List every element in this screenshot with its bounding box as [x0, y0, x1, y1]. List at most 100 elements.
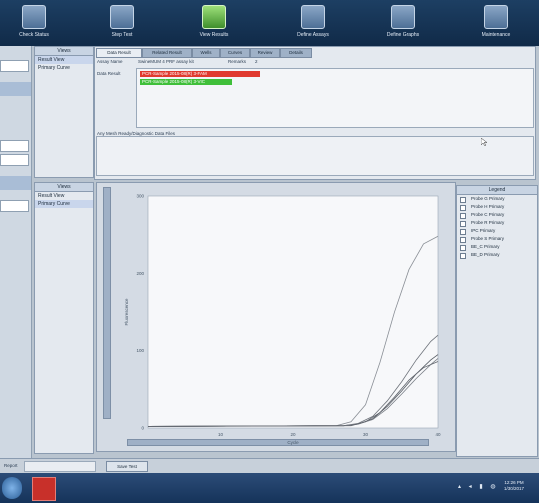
toolbar-define-graphs-button[interactable]: Define Graphs [373, 3, 433, 43]
report-label: Report [4, 463, 18, 468]
legend-item[interactable]: BE_C Primary [457, 243, 537, 251]
checkbox[interactable] [460, 221, 466, 227]
legend-header: Legend [457, 186, 537, 195]
mouse-cursor-icon [480, 137, 488, 147]
list-item[interactable]: Primary Curve [35, 200, 93, 208]
results-icon [202, 5, 226, 29]
horizontal-scrollbar[interactable] [127, 439, 429, 446]
start-button[interactable] [2, 477, 22, 499]
x-axis-label: Cycle [287, 440, 299, 445]
toolbar-label: Check Status [19, 32, 49, 38]
series-line-3 [147, 358, 439, 427]
side-tab[interactable] [0, 82, 31, 96]
clock-time: 12:26 PM [504, 480, 524, 485]
y-tick-label: 100 [136, 348, 144, 353]
legend-label: IPC Primary [471, 228, 496, 233]
side-field[interactable] [0, 200, 29, 212]
graph-icon [391, 5, 415, 29]
toolbar-label: Maintenance [481, 32, 511, 38]
well-row-vic[interactable]: PCR-Sample 2015-08(R) 3-VIC [140, 79, 232, 85]
toolbar-label: Define Assays [297, 32, 329, 38]
assay-icon [301, 5, 325, 29]
assay-name-label: Assay Name [97, 59, 123, 64]
legend-panel: Legend Probe G Primary Probe H Primary P… [456, 185, 538, 457]
lower-view-list: Views Result View Primary Curve [34, 182, 94, 454]
checkbox[interactable] [460, 245, 466, 251]
checkbox[interactable] [460, 229, 466, 235]
toolbar-view-results-button[interactable]: View Results [184, 3, 244, 43]
tab-review[interactable]: Review [250, 48, 280, 58]
comment-box[interactable] [96, 136, 534, 176]
well-row-fam[interactable]: PCR-Sample 2015-08(R) 3-FAM [140, 71, 260, 77]
list-item[interactable]: Result View [35, 56, 93, 64]
checkbox[interactable] [460, 205, 466, 211]
legend-item[interactable]: Probe H Primary [457, 203, 537, 211]
tab-curves[interactable]: Curves [220, 48, 250, 58]
legend-item[interactable]: Probe G Primary [457, 195, 537, 203]
side-tab[interactable] [0, 176, 31, 190]
list-item[interactable]: Result View [38, 193, 65, 199]
legend-label: BE_C Primary [471, 244, 500, 249]
toolbar-label: View Results [199, 32, 229, 38]
legend-label: Probe C Primary [471, 212, 505, 217]
y-tick-label: 0 [141, 426, 144, 431]
y-tick-label: 300 [136, 194, 144, 199]
remarks-label: Remarks [228, 59, 247, 64]
series-line-4 [147, 361, 439, 427]
tab-wells[interactable]: Wells [192, 48, 220, 58]
side-dropdown[interactable] [0, 154, 29, 166]
list-header: Views [35, 47, 93, 56]
x-tick-label: 20 [290, 432, 296, 437]
checkbox[interactable] [460, 237, 466, 243]
save-test-button[interactable]: Save Test [106, 461, 148, 472]
left-side-strip [0, 46, 32, 458]
step-icon [110, 5, 134, 29]
list-item[interactable]: Primary Curve [38, 65, 70, 71]
legend-item[interactable]: Probe R Primary [457, 219, 537, 227]
side-field[interactable] [0, 60, 29, 72]
checkbox[interactable] [460, 213, 466, 219]
toolbar-label: Step Test [111, 32, 133, 38]
toolbar-define-assays-button[interactable]: Define Assays [283, 3, 343, 43]
vertical-scrollbar[interactable] [103, 187, 111, 419]
toolbar-check-status-button[interactable]: Check Status [4, 3, 64, 43]
legend-label: Probe S Primary [471, 236, 505, 241]
assay-name-value: SwineMUM 4 PRF assay kit [138, 59, 194, 64]
legend-item[interactable]: IPC Primary [457, 227, 537, 235]
checkbox[interactable] [460, 253, 466, 259]
series-line-0 [147, 235, 439, 427]
data-result-label: Data Result [97, 71, 121, 76]
y-tick-label: 200 [136, 271, 144, 276]
tray-icons[interactable]: ▴ ◂ ▮ ◍ [458, 484, 499, 490]
comment-label: Any Mesh Ready/Diagnostic Data Files [97, 131, 176, 136]
clock-date: 1/30/2017 [504, 486, 525, 491]
taskbar: ▴ ◂ ▮ ◍ 12:26 PM 1/30/2017 [0, 473, 539, 503]
legend-item[interactable]: BE_D Primary [457, 251, 537, 259]
tab-related-result[interactable]: Related Result [142, 48, 192, 58]
legend-item[interactable]: Probe C Primary [457, 211, 537, 219]
remarks-value: 2 [255, 59, 258, 64]
clock[interactable]: 12:26 PM 1/30/2017 [504, 480, 524, 492]
monitor-icon [22, 5, 46, 29]
legend-item[interactable]: Probe S Primary [457, 235, 537, 243]
tab-data-result[interactable]: Data Result [96, 48, 142, 58]
report-field[interactable] [24, 461, 96, 472]
main-toolbar: Check Status Step Test View Results Defi… [0, 0, 539, 46]
upper-view-list: Views Result View Primary Curve [34, 46, 94, 178]
status-bar: Report Save Test [0, 458, 539, 474]
y-axis-label: Fluorescence [124, 298, 129, 326]
x-tick-label: 40 [435, 432, 441, 437]
plot-background [147, 195, 439, 429]
app-taskbar-icon[interactable] [32, 477, 56, 501]
tab-details[interactable]: Details [280, 48, 312, 58]
legend-label: Probe R Primary [471, 220, 505, 225]
checkbox[interactable] [460, 197, 466, 203]
x-tick-label: 30 [363, 432, 369, 437]
toolbar-step-test-button[interactable]: Step Test [92, 3, 152, 43]
side-dropdown[interactable] [0, 140, 29, 152]
x-tick-label: 10 [218, 432, 224, 437]
maintenance-icon [484, 5, 508, 29]
amplification-chart: 10 20 30 40 0 100 200 300 Cycle Fluorescence [124, 194, 441, 446]
toolbar-maintenance-button[interactable]: Maintenance [466, 3, 526, 43]
wells-list [136, 68, 534, 128]
